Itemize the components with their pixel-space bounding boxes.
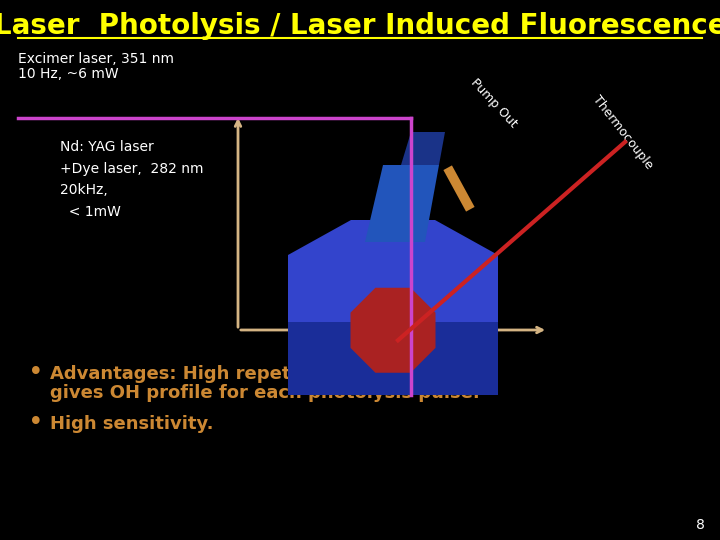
Text: •: • [28,360,44,386]
Polygon shape [351,288,436,373]
Text: Laser  Photolysis / Laser Induced Fluorescence: Laser Photolysis / Laser Induced Fluores… [0,12,720,40]
Polygon shape [288,321,498,395]
Text: Thermocouple: Thermocouple [590,93,655,172]
Text: 8: 8 [696,518,705,532]
Text: Excimer laser, 351 nm: Excimer laser, 351 nm [18,52,174,66]
Text: High sensitivity.: High sensitivity. [50,415,214,433]
Text: •: • [28,410,44,436]
Text: Pump Out: Pump Out [468,76,520,130]
Text: gives OH profile for each photolysis pulse.: gives OH profile for each photolysis pul… [50,384,480,402]
Text: 10 Hz, ~6 mW: 10 Hz, ~6 mW [18,67,119,81]
Polygon shape [401,132,445,165]
Text: Advantages: High repetition rate dye laser: Advantages: High repetition rate dye las… [50,365,484,383]
Polygon shape [365,165,439,242]
Polygon shape [288,220,498,395]
Text: Nd: YAG laser
+Dye laser,  282 nm
20kHz,
  < 1mW: Nd: YAG laser +Dye laser, 282 nm 20kHz, … [60,140,204,219]
